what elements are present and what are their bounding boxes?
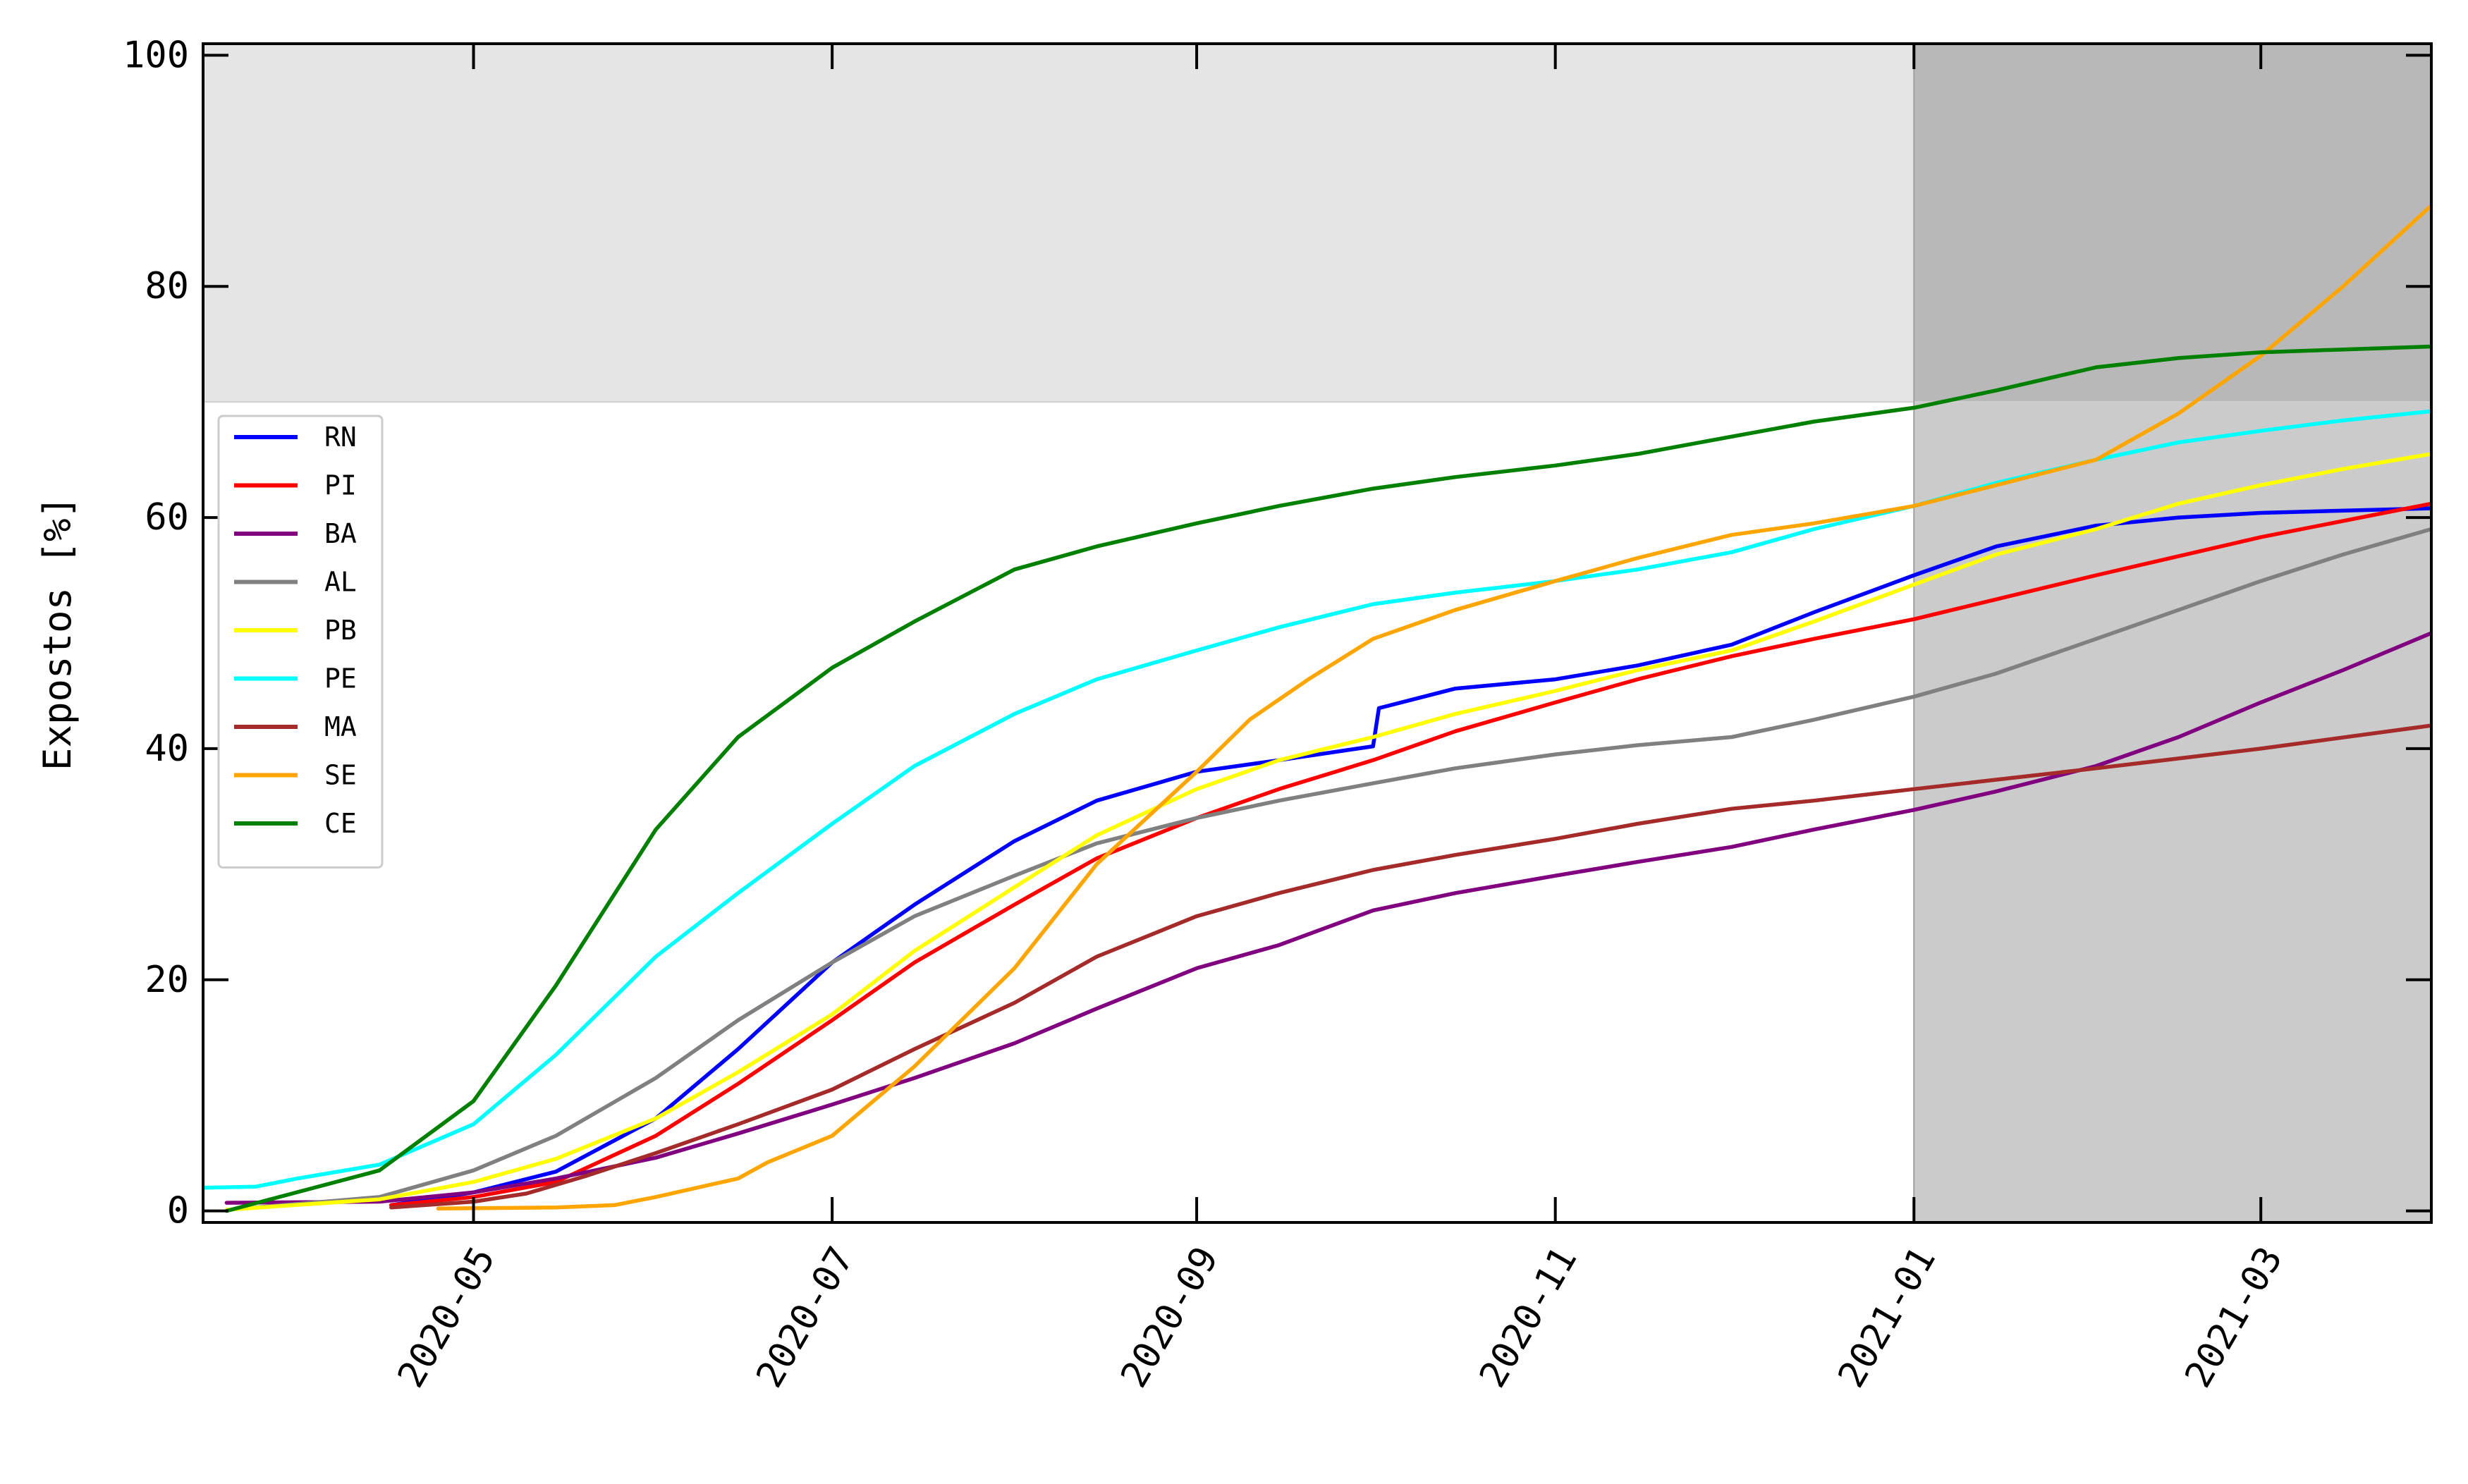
legend-label-rn: RN — [324, 422, 357, 453]
series-line-ma — [389, 723, 2431, 1210]
y-tick-label: 60 — [145, 496, 189, 539]
forecast-region-upper — [1914, 44, 2431, 403]
series-line-pb — [224, 452, 2431, 1212]
x-tick-label: 2020-05 — [390, 1240, 504, 1395]
legend-label-ma: MA — [324, 711, 357, 742]
series-line-ce — [224, 344, 2431, 1213]
x-tick-label: 2020-09 — [1113, 1240, 1227, 1395]
x-tick-label: 2020-07 — [748, 1240, 862, 1395]
x-tick-label: 2021-01 — [1831, 1240, 1945, 1395]
y-tick-label: 100 — [123, 34, 189, 76]
legend-label-pe: PE — [324, 663, 357, 694]
x-tick-label: 2021-03 — [2177, 1240, 2291, 1395]
legend-label-se: SE — [324, 760, 357, 791]
y-tick-label: 40 — [145, 728, 189, 770]
legend-label-pb: PB — [324, 615, 357, 646]
legend-label-ce: CE — [324, 808, 357, 839]
series-line-pi — [389, 501, 2431, 1208]
x-tick-label: 2020-11 — [1472, 1240, 1586, 1395]
plot-frame — [202, 42, 2433, 1224]
legend-label-al: AL — [324, 567, 357, 598]
legend: RN PI BA AL PB PE MA SE CE — [217, 415, 384, 869]
y-tick-label: 80 — [145, 265, 189, 307]
legend-label-ba: BA — [324, 518, 357, 549]
series-line-ba — [224, 631, 2431, 1205]
background-regions — [203, 44, 2431, 1222]
series-line-se — [436, 203, 2431, 1211]
legend-label-pi: PI — [324, 470, 357, 501]
series-lines — [203, 203, 2431, 1213]
y-tick-label: 20 — [145, 959, 189, 1001]
series-line-al — [254, 527, 2431, 1210]
y-tick-label: 0 — [167, 1190, 189, 1232]
series-line-rn — [389, 506, 2431, 1208]
legend-box — [217, 415, 384, 869]
y-axis-label: Expostos [%] — [35, 496, 80, 771]
forecast-region — [1914, 402, 2431, 1222]
